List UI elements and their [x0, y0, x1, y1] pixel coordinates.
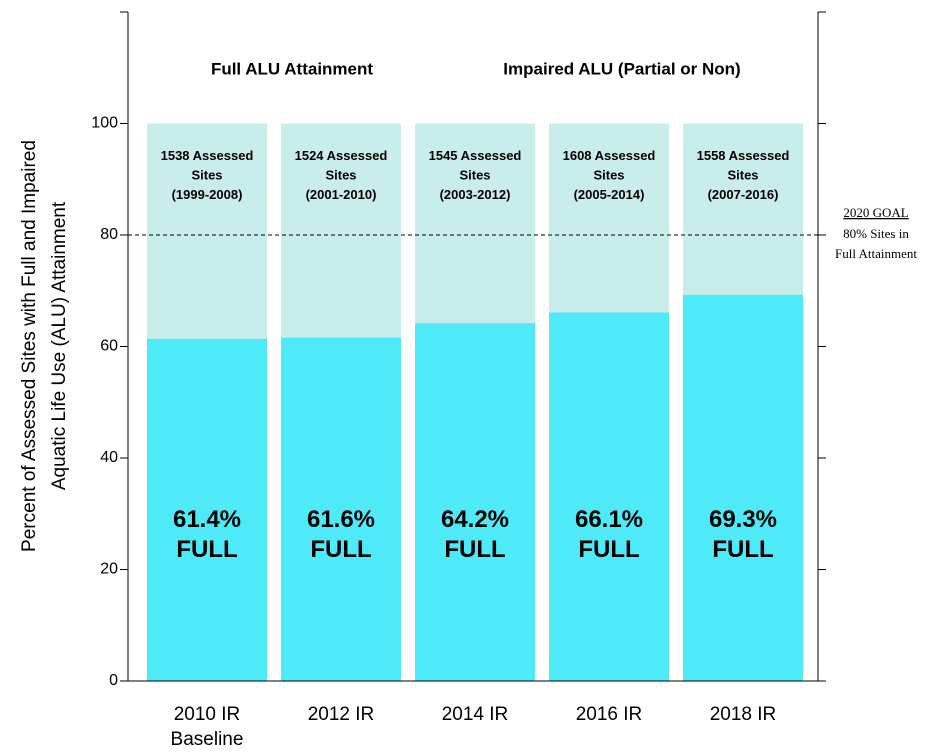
bar-segment: [147, 338, 267, 681]
y-tick-label: 100: [91, 115, 118, 132]
annotation: 1545 Assessed Sites (2003-2012): [429, 148, 522, 202]
bar-segment: [415, 123, 535, 324]
annotation: 1524 Assessed Sites (2001-2010): [295, 148, 388, 202]
bar-segment: [683, 294, 803, 681]
x-tick-label: 2018 IR: [710, 704, 777, 725]
y-axis-label: Percent of Assessed Sites with Full and …: [19, 140, 70, 552]
legend-label: Impaired ALU (Partial or Non): [503, 59, 740, 78]
bar-segment: [683, 123, 803, 295]
y-tick-label: 0: [109, 672, 118, 689]
value-label: 64.2% FULL: [441, 506, 509, 563]
value-label: 61.4% FULL: [173, 506, 241, 563]
bar-segment: [549, 312, 669, 681]
bar-segment: [147, 123, 267, 339]
x-tick-label: 2012 IR: [308, 704, 375, 725]
annotation: 1538 Assessed Sites (1999-2008): [161, 148, 254, 202]
goal-label: 2020 GOAL: [843, 205, 908, 220]
bar-segment: [415, 323, 535, 681]
value-label: 66.1% FULL: [575, 506, 643, 563]
bar-segment: [281, 337, 401, 681]
x-tick-label: 2010 IR Baseline: [171, 704, 244, 750]
y-tick-label: 20: [100, 561, 118, 578]
value-label: 69.3% FULL: [709, 506, 777, 563]
x-tick-label: 2016 IR: [576, 704, 643, 725]
bar-segment: [281, 123, 401, 338]
annotation: 1608 Assessed Sites (2005-2014): [563, 148, 656, 202]
y-tick-label: 80: [100, 226, 118, 243]
goal-note: 80% Sites in Full Attainment: [835, 226, 917, 261]
value-label: 61.6% FULL: [307, 506, 375, 563]
annotation: 1558 Assessed Sites (2007-2016): [697, 148, 790, 202]
y-tick-label: 40: [100, 449, 118, 466]
x-tick-label: 2014 IR: [442, 704, 509, 725]
y-tick-label: 60: [100, 338, 118, 355]
legend-label: Full ALU Attainment: [211, 59, 373, 78]
bar-segment: [549, 123, 669, 313]
